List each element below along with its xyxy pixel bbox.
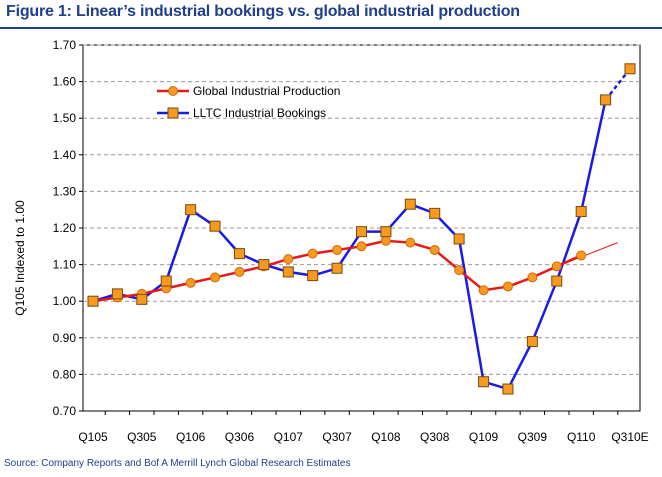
bookings-point: [258, 259, 270, 271]
x-tick-label: Q107: [274, 430, 304, 444]
x-tick-label: Q308: [420, 430, 450, 444]
bookings-point: [429, 207, 441, 219]
y-tick-label: 0.90: [53, 331, 77, 345]
bookings-point: [380, 226, 392, 238]
y-tick-label: 1.10: [53, 258, 77, 272]
production-point: [551, 261, 562, 272]
bookings-point: [526, 335, 538, 347]
production-point: [283, 254, 294, 265]
bookings-point: [575, 206, 587, 218]
y-tick-label: 1.20: [53, 221, 77, 235]
bookings-line: [92, 99, 607, 391]
production-point: [234, 266, 245, 277]
x-tick-label: Q108: [371, 430, 401, 444]
production-point: [502, 281, 513, 292]
y-tick-label: 0.80: [53, 367, 77, 381]
y-axis-label: Q105 Indexed to 1.00: [13, 200, 27, 316]
legend-bookings-label: LLTC Industrial Bookings: [193, 106, 326, 120]
production-point: [478, 285, 489, 296]
bookings-point: [160, 275, 172, 287]
bookings-point: [87, 295, 99, 307]
y-tick-label: 1.40: [53, 148, 77, 162]
bookings-point: [356, 226, 367, 238]
bookings-point: [136, 293, 148, 305]
bookings-point: [404, 198, 416, 210]
y-tick-label: 1.00: [53, 294, 77, 308]
y-tick-label: 0.70: [53, 404, 77, 418]
bookings-point: [453, 233, 465, 245]
x-tick-label: Q306: [225, 430, 255, 444]
production-point: [527, 272, 538, 283]
bookings-point: [307, 270, 319, 282]
production-point: [307, 248, 318, 259]
production-point: [405, 237, 416, 248]
x-tick-label: Q109: [469, 430, 499, 444]
x-tick-label: Q310E: [611, 430, 648, 444]
bookings-point: [502, 383, 514, 395]
bookings-point: [624, 63, 636, 75]
bookings-point: [282, 266, 294, 278]
legend-production-label: Global Industrial Production: [193, 84, 340, 98]
x-tick-label: Q110: [567, 430, 596, 444]
bookings-point: [233, 248, 245, 260]
source-note: Source: Company Reports and Bof A Merril…: [4, 458, 351, 469]
bookings-point: [185, 204, 197, 216]
bookings-point: [209, 220, 221, 232]
y-tick-label: 1.30: [53, 184, 77, 198]
legend-production-swatch-marker: [168, 86, 178, 96]
production-point: [185, 277, 196, 288]
bookings-point: [478, 376, 490, 388]
bookings-point: [551, 275, 563, 287]
x-tick-label: Q309: [518, 430, 548, 444]
production-point: [210, 272, 221, 283]
bookings-point: [600, 94, 612, 106]
bookings-point: [111, 288, 123, 300]
legend-bookings-swatch-marker: [167, 107, 179, 119]
production-point: [332, 244, 343, 255]
production-point: [356, 241, 367, 252]
line-chart: 0.70 0.80 0.90 1.00 1.10 1.20 1.30 1.40 1.50 1.60…: [13, 38, 649, 444]
production-point: [429, 244, 440, 255]
figure-title: Figure 1: Linear’s industrial bookings v…: [6, 3, 520, 20]
bookings-point: [331, 262, 343, 274]
production-point: [576, 250, 587, 261]
x-tick-label: Q305: [127, 430, 157, 444]
production-point: [380, 235, 391, 246]
x-tick-label: Q307: [322, 430, 352, 444]
y-tick-label: 1.50: [53, 111, 77, 125]
title-rule: [0, 27, 662, 29]
x-tick-label: Q106: [176, 430, 206, 444]
y-tick-label: 1.70: [53, 38, 77, 52]
x-tick-label: Q105: [78, 430, 108, 444]
y-tick-label: 1.60: [53, 75, 77, 89]
production-point: [454, 265, 465, 276]
